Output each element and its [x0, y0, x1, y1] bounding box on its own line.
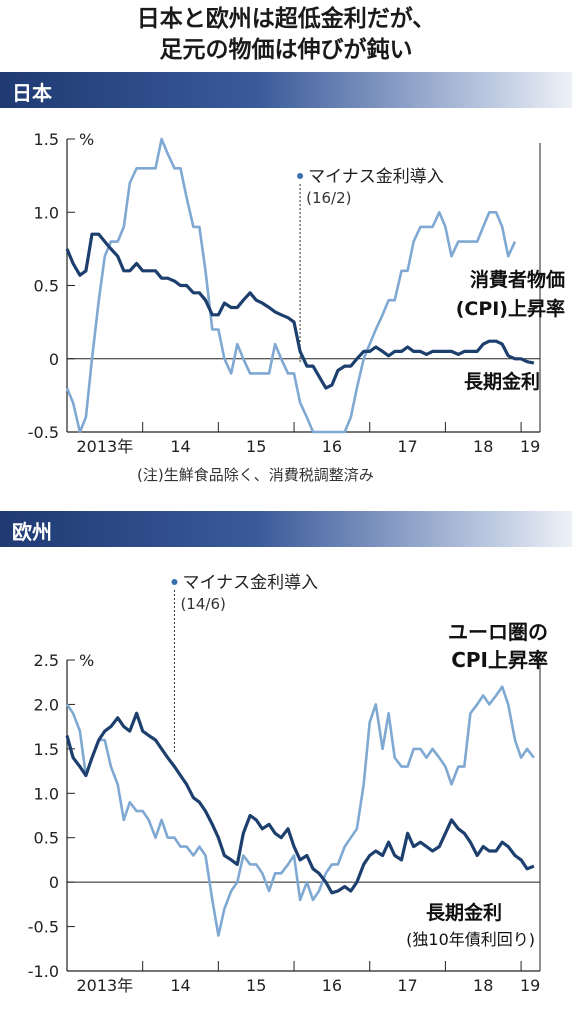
japan-annotation-date: (16/2) — [306, 189, 351, 207]
japan-y-tick-label: 1.0 — [34, 203, 59, 222]
section-label-japan: 日本 — [12, 81, 52, 105]
japan-series-label-cpi-sub: (CPI)上昇率 — [456, 297, 565, 320]
japan-x-tick-label: 16 — [322, 437, 342, 456]
europe-y-tick-label: 2.0 — [34, 695, 59, 714]
europe-y-tick-label: 0.5 — [34, 829, 59, 848]
europe-y-tick-label: 1.5 — [34, 740, 59, 759]
europe-series-label-rate: 長期金利 — [426, 901, 502, 924]
section-header-japan: 日本 — [0, 72, 572, 108]
section-header-europe: 欧州 — [0, 511, 572, 547]
europe-chart: 2.5 2.0 1.5 1.0 0.5 0 -0.5 -1.0% 2013年 14 15 16 17 18… — [28, 573, 548, 995]
europe-unit-label: % — [79, 651, 94, 670]
japan-y-tick-label: -0.5 — [28, 423, 59, 442]
japan-x-tick-label: 17 — [397, 437, 417, 456]
europe-x-tick-label: 18 — [473, 976, 493, 995]
europe-x-tick-label: 16 — [322, 976, 342, 995]
europe-annotation-text: マイナス金利導入 — [182, 573, 318, 593]
europe-annotation-dot — [171, 579, 178, 585]
europe-x-tick-label: 19 — [520, 976, 540, 995]
europe-series-cpi-line — [65, 685, 535, 937]
europe-annotation-date: (14/6) — [180, 595, 225, 613]
japan-series-cpi-line — [65, 137, 517, 434]
europe-y-tick-label: -0.5 — [28, 918, 59, 937]
japan-y-tick-label: 0 — [49, 350, 59, 369]
japan-x-tick-label: 14 — [170, 437, 190, 456]
japan-annotation-dot — [297, 173, 304, 179]
japan-y-tick-label: 0.5 — [34, 277, 59, 296]
japan-series-rate-line — [65, 232, 535, 390]
japan-x-tick-label: 2013年 — [76, 437, 133, 456]
page-title: 日本と欧州は超低金利だが、 足元の物価は伸びが鈍い — [0, 4, 572, 66]
europe-x-tick-label: 14 — [170, 976, 190, 995]
europe-x-tick-label: 2013年 — [76, 976, 133, 995]
japan-series-label-rate: 長期金利 — [464, 370, 540, 393]
europe-y-tick-label: 1.0 — [34, 784, 59, 803]
japan-chart: 1.5 1.0 0.5 0 -0.5% 2013年 14 15 16 17 18 19 マイナス金利導入… — [28, 130, 565, 484]
japan-y-tick-label: 1.5 — [34, 130, 59, 149]
japan-x-tick-label: 19 — [520, 437, 540, 456]
europe-series-label-cpi: ユーロ圏の — [448, 620, 548, 644]
europe-y-tick-label: 2.5 — [34, 651, 59, 670]
section-label-europe: 欧州 — [12, 520, 52, 544]
europe-x-tick-label: 15 — [246, 976, 266, 995]
japan-series-label-cpi: 消費者物価 — [470, 268, 565, 291]
europe-series-label-rate-sub: (独10年債利回り) — [406, 930, 535, 949]
japan-unit-label: % — [79, 130, 94, 149]
europe-x-tick-label: 17 — [397, 976, 417, 995]
japan-note: (注)生鮮食品除く、消費税調整済み — [137, 466, 374, 484]
title-line-1: 日本と欧州は超低金利だが、 — [136, 6, 436, 32]
japan-x-tick-label: 15 — [246, 437, 266, 456]
title-line-2: 足元の物価は伸びが鈍い — [159, 37, 413, 63]
europe-series-label-cpi-sub: CPI上昇率 — [451, 648, 548, 672]
japan-x-tick-label: 18 — [473, 437, 493, 456]
europe-y-tick-label: 0 — [49, 873, 59, 892]
japan-annotation-text: マイナス金利導入 — [308, 167, 444, 187]
europe-series-rate-line — [65, 711, 535, 895]
europe-y-tick-label: -1.0 — [28, 962, 59, 981]
